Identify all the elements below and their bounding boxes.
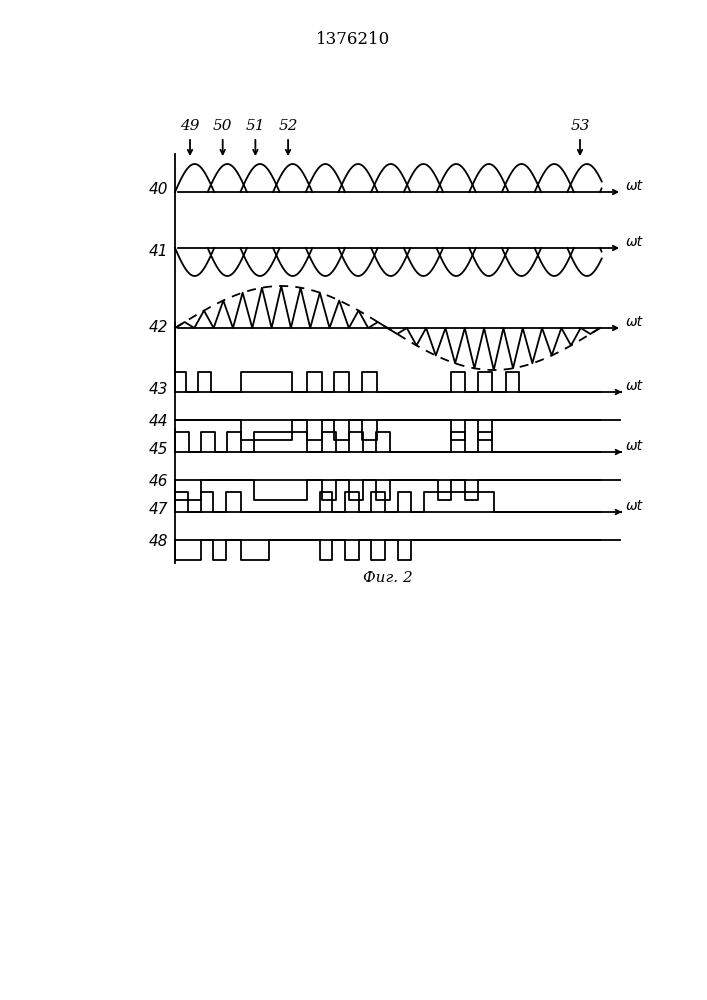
Text: 51: 51 [245, 119, 265, 133]
Text: 46: 46 [148, 475, 168, 489]
Text: 43: 43 [148, 382, 168, 397]
Text: 49: 49 [180, 119, 200, 133]
Text: 42: 42 [148, 320, 168, 336]
Text: ωt: ωt [626, 235, 643, 249]
Text: 52: 52 [279, 119, 298, 133]
Text: ωt: ωt [626, 315, 643, 329]
Text: ωt: ωt [626, 179, 643, 193]
Text: 1376210: 1376210 [316, 31, 390, 48]
Text: 45: 45 [148, 442, 168, 458]
Text: ωt: ωt [626, 439, 643, 453]
Text: 40: 40 [148, 182, 168, 196]
Text: 50: 50 [213, 119, 233, 133]
Text: 41: 41 [148, 243, 168, 258]
Text: 44: 44 [148, 414, 168, 430]
Text: 48: 48 [148, 534, 168, 550]
Text: 53: 53 [571, 119, 590, 133]
Text: ωt: ωt [626, 379, 643, 393]
Text: ωt: ωt [626, 499, 643, 513]
Text: 47: 47 [148, 502, 168, 518]
Text: Фиг. 2: Фиг. 2 [363, 571, 412, 585]
